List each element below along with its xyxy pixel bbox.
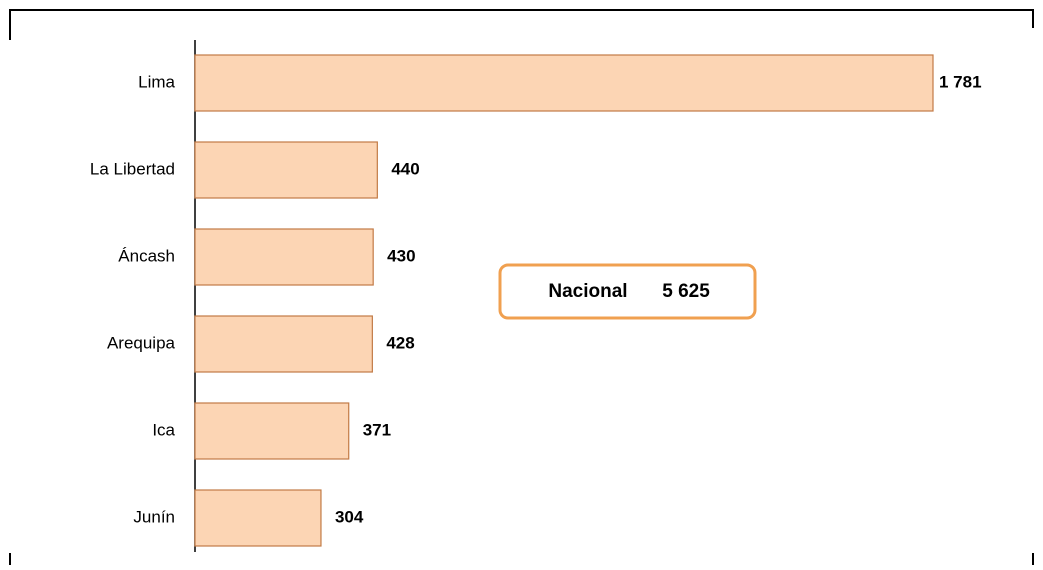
bar: [194, 315, 373, 373]
value-label: 371: [363, 420, 391, 439]
value-label: 428: [386, 333, 414, 352]
frame-bottom: [9, 553, 1034, 565]
value-label: 430: [387, 246, 415, 265]
bar: [194, 489, 322, 547]
category-label: Áncash: [118, 246, 175, 265]
category-label: Ica: [152, 420, 175, 439]
annotation-value: 5 625: [662, 281, 710, 302]
bar: [194, 141, 378, 199]
category-label: Lima: [138, 72, 175, 91]
annotation-label: Nacional: [548, 281, 627, 302]
value-label: 304: [335, 507, 364, 526]
category-label: Junín: [133, 507, 175, 526]
value-label: 1 781: [939, 72, 982, 91]
value-label: 440: [391, 159, 419, 178]
category-label: La Libertad: [90, 159, 175, 178]
category-label: Arequipa: [107, 333, 176, 352]
bar: [194, 54, 934, 112]
frame-top: [9, 9, 1034, 40]
bar: [194, 228, 374, 286]
annotation-box: [498, 263, 757, 320]
bar: [194, 402, 350, 460]
